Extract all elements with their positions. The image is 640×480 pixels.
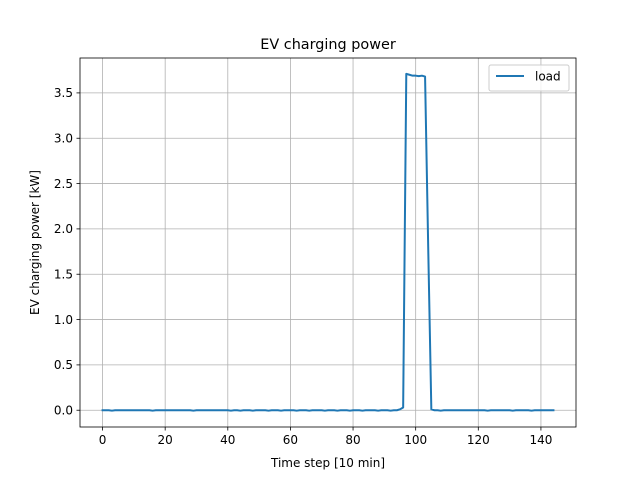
chart-title: EV charging power	[260, 37, 396, 53]
y-tick-label: 2.0	[54, 222, 73, 236]
y-tick-label: 1.0	[54, 313, 73, 327]
x-tick-label: 120	[467, 433, 490, 447]
x-tick-label: 0	[99, 433, 107, 447]
y-tick-label: 0.5	[54, 358, 73, 372]
x-tick-label: 60	[283, 433, 298, 447]
x-tick-label: 140	[529, 433, 552, 447]
x-axis-ticks: 0 20 40 60 80 100 120 140	[99, 427, 552, 447]
x-tick-label: 40	[220, 433, 235, 447]
x-tick-label: 20	[158, 433, 173, 447]
plot-area	[101, 72, 555, 412]
y-tick-label: 3.0	[54, 132, 73, 146]
legend-label-load: load	[535, 70, 561, 84]
axes-frame	[79, 57, 577, 428]
y-tick-label: 0.0	[54, 404, 73, 418]
legend-box	[488, 64, 570, 92]
y-tick-label: 3.5	[54, 86, 73, 100]
y-tick-label: 1.5	[54, 268, 73, 282]
y-axis-ticks: 0.0 0.5 1.0 1.5 2.0 2.5 3.0 3.5	[54, 86, 80, 418]
x-tick-label: 100	[404, 433, 427, 447]
legend: load	[488, 64, 570, 92]
y-tick-label: 2.5	[54, 177, 73, 191]
x-tick-label: 80	[345, 433, 360, 447]
series-line-load	[101, 72, 555, 412]
x-axis-label: Time step [10 min]	[270, 456, 385, 470]
y-axis-label: EV charging power [kW]	[28, 170, 42, 315]
